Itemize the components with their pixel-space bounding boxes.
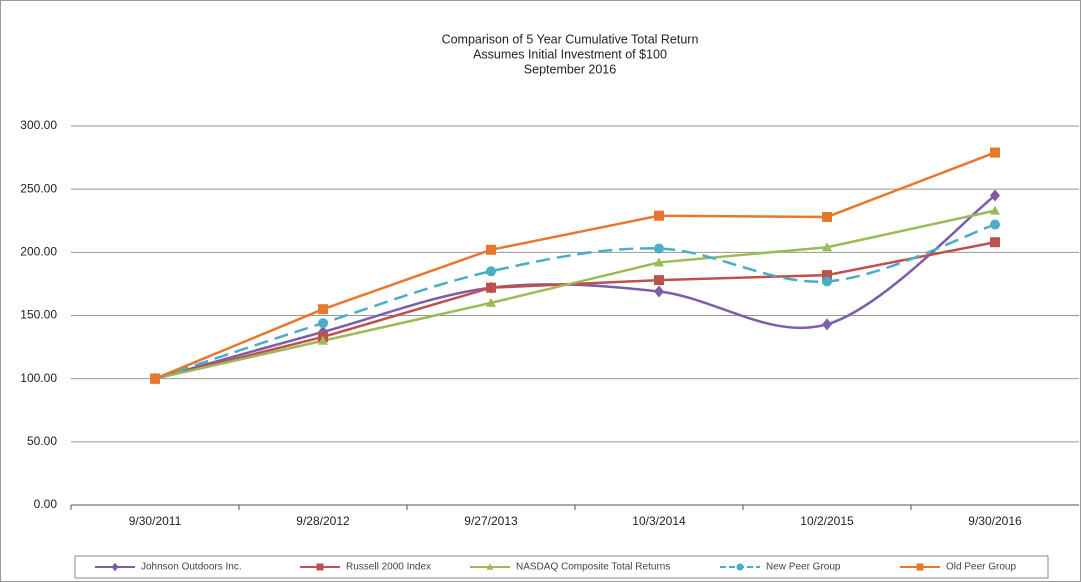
legend-text: NASDAQ Composite Total Returns xyxy=(516,562,670,573)
chart-title: Comparison of 5 Year Cumulative Total Re… xyxy=(442,32,699,46)
y-tick-label: 250.00 xyxy=(20,181,57,195)
legend-marker xyxy=(316,563,324,571)
chart-subtitle: September 2016 xyxy=(524,62,616,76)
data-point xyxy=(486,266,496,277)
y-tick-label: 300.00 xyxy=(20,118,57,132)
data-point xyxy=(822,276,832,287)
data-point xyxy=(150,373,160,384)
x-tick-label: 9/30/2016 xyxy=(968,514,1022,528)
y-tick-label: 150.00 xyxy=(20,308,57,322)
data-point xyxy=(654,257,664,267)
x-tick-label: 9/30/2011 xyxy=(129,514,182,528)
x-tick-label: 10/2/2015 xyxy=(800,514,854,528)
data-point xyxy=(822,270,832,281)
series-line xyxy=(154,223,996,380)
data-point xyxy=(990,205,1000,215)
legend-text: Russell 2000 Index xyxy=(346,562,431,573)
data-point xyxy=(654,285,664,298)
data-point xyxy=(990,189,1000,202)
data-point xyxy=(822,242,832,252)
data-point xyxy=(486,244,496,255)
data-point xyxy=(654,210,664,221)
data-point xyxy=(654,275,664,286)
series-line xyxy=(154,209,996,380)
series-line xyxy=(154,151,996,380)
x-tick-label: 9/28/2012 xyxy=(296,514,350,528)
data-point xyxy=(822,211,832,222)
legend-text: Johnson Outdoors Inc. xyxy=(141,562,242,573)
data-point xyxy=(654,243,664,254)
legend-marker xyxy=(916,563,924,571)
x-tick-label: 10/3/2014 xyxy=(632,514,686,528)
data-point xyxy=(486,297,496,307)
y-tick-label: 0.00 xyxy=(34,497,58,511)
data-point xyxy=(318,304,328,315)
legend-box xyxy=(74,555,1049,579)
y-tick-label: 50.00 xyxy=(27,434,57,448)
legend-text: New Peer Group xyxy=(766,562,841,573)
data-point xyxy=(990,237,1000,248)
x-tick-label: 9/27/2013 xyxy=(464,514,518,528)
legend-text: Old Peer Group xyxy=(946,562,1016,573)
chart-subtitle: Assumes Initial Investment of $100 xyxy=(473,47,667,61)
legend-marker xyxy=(111,562,119,572)
legend-marker xyxy=(736,563,744,571)
data-point xyxy=(990,219,1000,230)
data-point xyxy=(318,318,328,329)
data-point xyxy=(822,318,832,331)
data-point xyxy=(486,282,496,293)
legend-marker xyxy=(486,563,494,570)
series-line xyxy=(154,194,996,380)
y-tick-label: 100.00 xyxy=(20,371,57,385)
data-point xyxy=(990,147,1000,158)
data-point xyxy=(318,335,328,345)
y-tick-label: 200.00 xyxy=(20,245,57,259)
